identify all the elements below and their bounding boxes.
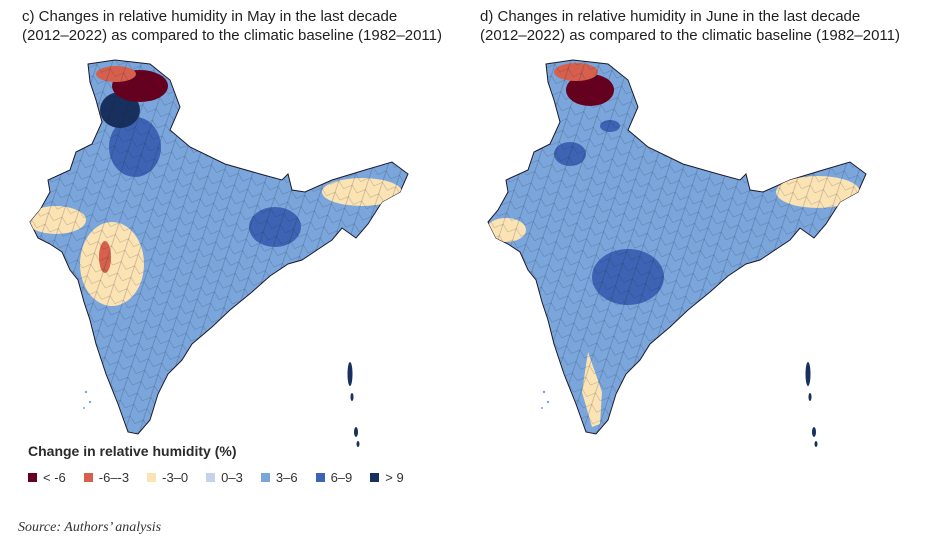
panel-c-title: c) Changes in relative humidity in May i… (22, 7, 442, 45)
panel-d-title-line1: d) Changes in relative humidity in June … (480, 8, 861, 25)
legend-label: 6–9 (330, 470, 353, 485)
andaman-nicobar-islands-may (347, 362, 360, 447)
legend-label: 0–3 (221, 470, 243, 485)
legend-item: -6–-3 (83, 470, 130, 485)
legend-label: -6–-3 (98, 470, 130, 485)
legend-swatch (28, 473, 37, 482)
legend-swatch (370, 473, 380, 482)
legend-item: 3–6 (260, 470, 298, 485)
legend-item: > 9 (370, 470, 404, 485)
legend-swatch (206, 473, 216, 482)
legend-label: -3–0 (162, 470, 189, 485)
india-map-june (487, 59, 867, 447)
andaman-nicobar-islands-june (805, 362, 818, 447)
legend-label: < -6 (43, 470, 66, 485)
source-note: Source: Authors’ analysis (18, 520, 162, 535)
legend: < -6 -6–-3 -3–0 0–3 3–6 6–9 > 9 (28, 470, 422, 485)
legend-item: -3–0 (147, 470, 188, 485)
lakshadweep-islands-june (541, 390, 550, 409)
legend-swatch (83, 473, 93, 482)
lakshadweep-islands-may (83, 390, 92, 409)
legend-label: > 9 (385, 470, 404, 485)
panel-d-title: d) Changes in relative humidity in June … (480, 7, 900, 45)
panel-c-title-line2: (2012–2022) as compared to the climatic … (22, 27, 442, 44)
panel-c-title-line1: c) Changes in relative humidity in May i… (22, 8, 398, 25)
district-boundaries-june (488, 60, 866, 434)
panel-d-title-line2: (2012–2022) as compared to the climatic … (480, 27, 900, 44)
legend-title: Change in relative humidity (%) (28, 443, 237, 459)
legend-label: 3–6 (275, 470, 298, 485)
legend-swatch (260, 473, 270, 482)
legend-item: 6–9 (315, 470, 353, 485)
india-map-may (29, 59, 409, 447)
legend-item: < -6 (28, 470, 66, 485)
district-boundaries-may (30, 60, 408, 434)
legend-swatch (147, 473, 157, 482)
legend-swatch (315, 473, 325, 482)
legend-item: 0–3 (206, 470, 243, 485)
